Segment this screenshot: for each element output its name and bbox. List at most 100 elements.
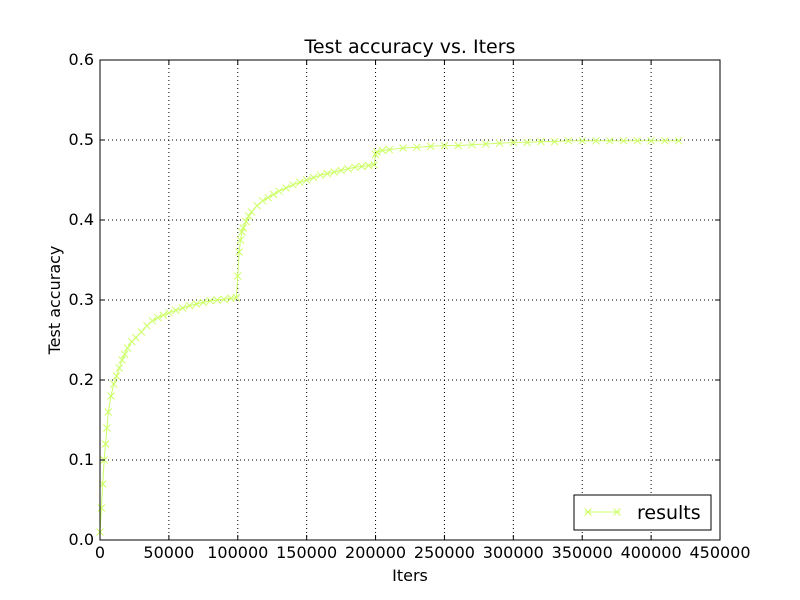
data-point <box>178 304 187 312</box>
x-tick-label: 300000 <box>483 543 544 562</box>
data-point <box>323 169 332 178</box>
data-point <box>264 193 272 202</box>
data-point <box>495 139 504 148</box>
data-point <box>213 296 221 304</box>
data-point <box>103 424 111 432</box>
data-point <box>159 311 168 320</box>
data-point <box>619 136 628 145</box>
data-point <box>385 145 394 154</box>
y-tick-label: 0.1 <box>69 450 94 469</box>
data-point <box>647 136 655 145</box>
data-point <box>337 166 345 175</box>
data-point <box>378 146 387 155</box>
data-point <box>592 136 600 145</box>
x-axis-label: Iters <box>392 566 428 585</box>
data-point <box>104 408 113 416</box>
data-point <box>282 184 290 192</box>
data-point <box>373 148 381 156</box>
y-tick-label: 0.0 <box>69 530 94 549</box>
data-point <box>302 176 311 184</box>
data-point <box>253 201 261 210</box>
data-point <box>413 143 421 152</box>
data-point <box>399 144 407 152</box>
data-point <box>564 136 573 145</box>
data-point <box>171 306 180 315</box>
data-point <box>120 350 129 359</box>
x-tick-label: 400000 <box>621 543 682 562</box>
data-point <box>481 140 490 148</box>
data-point <box>295 178 304 187</box>
data-point <box>316 171 325 180</box>
data-point <box>275 187 283 196</box>
data-point <box>199 298 208 307</box>
series-layer <box>96 136 683 536</box>
data-point <box>357 162 366 171</box>
data-point <box>115 364 124 372</box>
y-axis-label: Test accuracy <box>45 246 64 356</box>
data-point <box>426 142 435 151</box>
data-point <box>112 372 121 380</box>
legend-markers <box>584 508 621 516</box>
data-point <box>142 321 151 330</box>
data-point <box>118 356 126 364</box>
y-tick-label: 0.5 <box>69 130 94 149</box>
x-tick-label: 50000 <box>143 543 194 562</box>
data-point <box>370 160 379 169</box>
data-point <box>220 295 228 304</box>
data-point <box>97 504 106 512</box>
chart-title: Test accuracy vs. Iters <box>304 36 516 58</box>
data-point <box>233 272 242 280</box>
legend-label: results <box>637 502 701 524</box>
data-point <box>523 138 531 147</box>
data-point <box>107 392 115 400</box>
data-point <box>309 173 318 182</box>
data-point <box>247 208 256 216</box>
legend-marker <box>584 508 592 516</box>
data-point <box>633 136 642 145</box>
x-tick-label: 350000 <box>552 543 613 562</box>
data-point <box>454 141 463 150</box>
y-tick-label: 0.4 <box>69 210 94 229</box>
y-tick-label: 0.3 <box>69 290 94 309</box>
data-point <box>289 180 297 189</box>
data-point <box>137 328 146 336</box>
data-point <box>232 293 241 302</box>
data-point <box>185 301 194 310</box>
y-tick-label: 0.2 <box>69 370 94 389</box>
data-point <box>371 150 380 159</box>
data-point <box>258 196 267 205</box>
data-point <box>109 380 118 388</box>
data-point <box>154 313 162 322</box>
data-point <box>236 236 245 244</box>
data-point <box>238 228 246 236</box>
legend: results <box>573 494 712 531</box>
data-point <box>578 136 587 145</box>
data-point <box>440 141 449 150</box>
data-point <box>537 137 545 146</box>
data-point <box>148 316 157 325</box>
data-point <box>244 212 253 220</box>
data-point <box>509 138 518 147</box>
data-point <box>550 137 559 146</box>
data-point <box>269 190 278 199</box>
grid-layer <box>100 60 720 540</box>
x-tick-label: 250000 <box>414 543 475 562</box>
data-point <box>344 164 352 173</box>
x-tick-label: 0 <box>95 543 105 562</box>
data-point <box>192 300 201 308</box>
x-tick-label: 100000 <box>207 543 268 562</box>
series-line <box>99 140 679 533</box>
x-tick-label: 150000 <box>276 543 337 562</box>
data-point <box>101 440 110 448</box>
data-point <box>330 168 339 176</box>
tick-layer: 0 50000 100000 150000 200000 250000 300000 3500… <box>69 50 751 562</box>
y-tick-label: 0.6 <box>69 50 94 69</box>
x-tick-label: 200000 <box>345 543 406 562</box>
data-point <box>351 163 359 172</box>
data-point <box>123 344 132 352</box>
data-point <box>206 296 215 305</box>
data-point <box>661 136 669 145</box>
data-point <box>468 140 476 149</box>
data-point <box>239 224 248 232</box>
